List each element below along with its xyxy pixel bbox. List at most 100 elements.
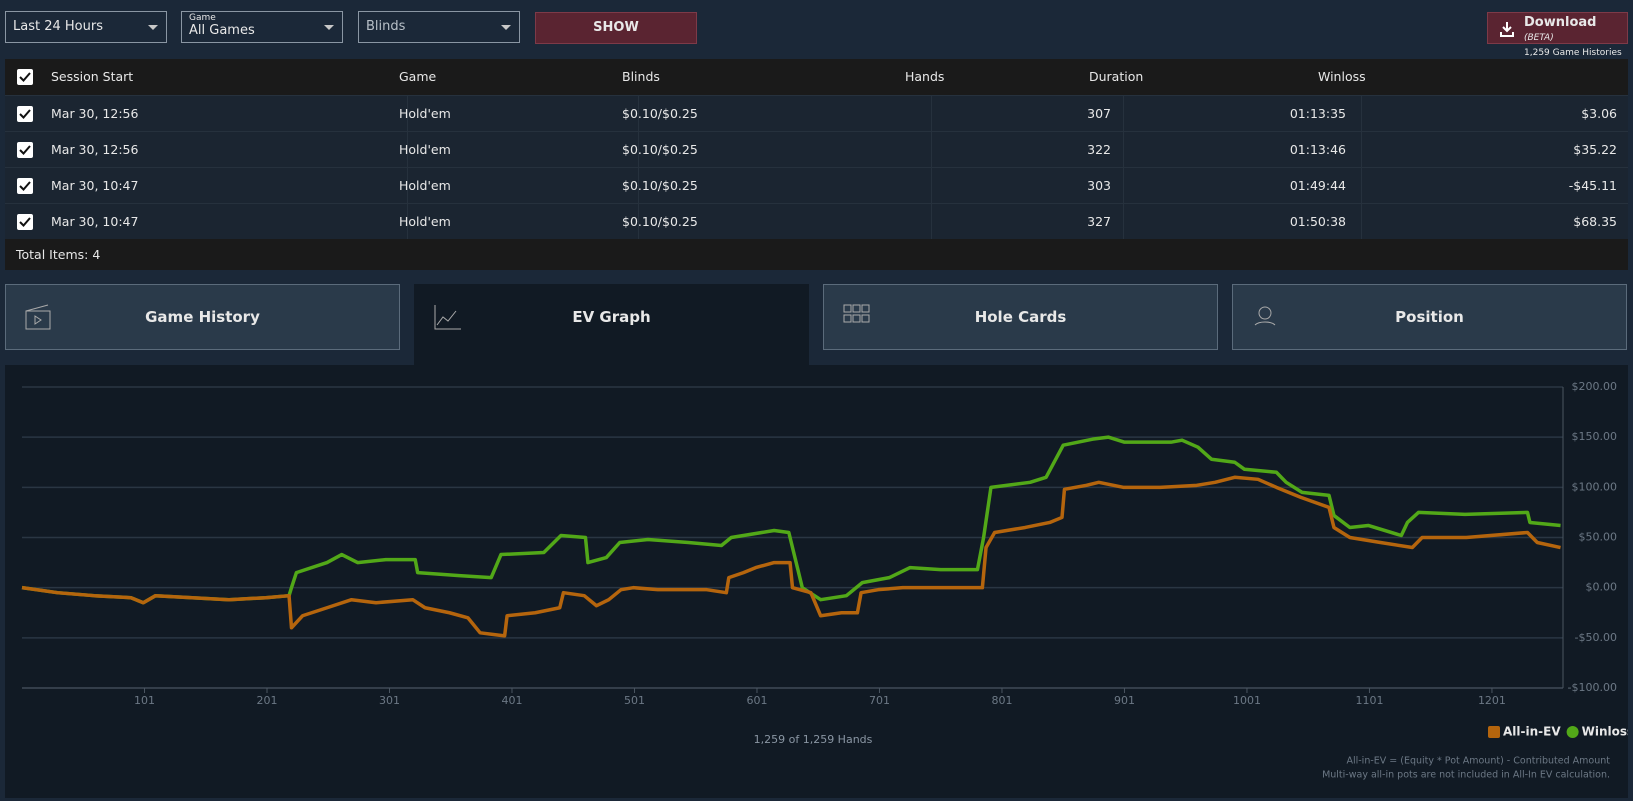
download-badge: (BETA) [1524, 33, 1554, 43]
cell: 01:49:44 [1289, 178, 1346, 193]
download-subtitle: 1,259 Game Histories [1524, 48, 1622, 58]
checkbox[interactable] [17, 178, 33, 194]
y-tick-label: $150.00 [1572, 430, 1618, 443]
table-row: Mar 30, 12:56 Hold'em $0.10/$0.25 307 01:13:… [5, 95, 1628, 132]
y-tick-label: $200.00 [1572, 380, 1618, 393]
legend-swatch [1566, 726, 1579, 738]
column-separator [407, 168, 408, 204]
x-tick-label: 701 [869, 694, 890, 707]
x-tick-label: 1001 [1233, 694, 1261, 707]
column-separator [1123, 96, 1124, 132]
y-tick-label: -$100.00 [1568, 681, 1617, 694]
legend-label: All-in-EV [1503, 725, 1561, 739]
cell: Hold'em [399, 178, 451, 193]
cell: $35.22 [1573, 142, 1617, 157]
cell: 303 [1087, 178, 1111, 193]
cell: 322 [1087, 142, 1111, 157]
tab-icon [25, 304, 51, 330]
column-header[interactable]: Duration [1089, 69, 1144, 84]
checkbox[interactable] [17, 142, 33, 158]
tab[interactable]: Position [1232, 284, 1627, 350]
column-header[interactable]: Session Start [51, 69, 134, 84]
table-row: Mar 30, 10:47 Hold'em $0.10/$0.25 303 01:49:… [5, 167, 1628, 204]
y-tick-label: $50.00 [1579, 531, 1618, 544]
y-tick-label: -$50.00 [1575, 631, 1617, 644]
column-separator [1361, 168, 1362, 204]
chart-note: Multi-way all-in pots are not included i… [1322, 770, 1610, 781]
tab-icon [1254, 306, 1276, 326]
game-label: Game [189, 13, 216, 23]
chart-note: All-in-EV = (Equity * Pot Amount) - Cont… [1346, 756, 1610, 767]
column-header[interactable]: Hands [905, 69, 945, 84]
column-separator [931, 204, 932, 240]
tab-icon [434, 305, 461, 330]
ev-chart: -$100.00 -$50.00 $0.00 $50.00 $100.00 $150.00… [21, 380, 1628, 781]
column-header[interactable]: Winloss [1318, 69, 1366, 84]
x-tick-label: 901 [1114, 694, 1135, 707]
cell: Hold'em [399, 106, 451, 121]
column-separator [407, 132, 408, 168]
column-header[interactable]: Game [399, 69, 437, 84]
legend-label: Winloss [1582, 725, 1628, 739]
column-separator [931, 168, 932, 204]
download-button[interactable]: Download (BETA) 1,259 Game Histories [1487, 12, 1628, 58]
cell: Hold'em [399, 214, 451, 229]
show-button[interactable]: SHOW [535, 12, 697, 44]
game-select[interactable]: Game All Games [181, 11, 343, 43]
cell: 307 [1087, 106, 1111, 121]
tab[interactable]: Game History [5, 284, 400, 350]
cell: Mar 30, 12:56 [51, 142, 139, 157]
period-select[interactable]: Last 24 Hours [5, 11, 167, 43]
cell: $0.10/$0.25 [622, 178, 698, 193]
download-icon [1500, 22, 1514, 37]
cell: 01:13:35 [1289, 106, 1346, 121]
series-line [21, 435, 1561, 605]
cell: $68.35 [1573, 214, 1617, 229]
x-tick-label: 501 [624, 694, 645, 707]
column-separator [1123, 168, 1124, 204]
x-tick-label: 301 [379, 694, 400, 707]
y-tick-label: $0.00 [1586, 581, 1618, 594]
blinds-select[interactable]: Blinds [358, 11, 520, 43]
legend-swatch [1488, 726, 1500, 738]
tab-icon [843, 304, 870, 323]
cell: $0.10/$0.25 [622, 106, 698, 121]
table-header: Session Start Game Blinds Hands Duration Winl… [5, 59, 1628, 95]
cell: $0.10/$0.25 [622, 214, 698, 229]
cell: Mar 30, 10:47 [51, 214, 139, 229]
cell: 01:13:46 [1289, 142, 1346, 157]
game-value: All Games [189, 23, 255, 38]
x-tick-label: 101 [134, 694, 155, 707]
cell: 01:50:38 [1289, 214, 1346, 229]
x-tick-label: 1101 [1355, 694, 1383, 707]
x-tick-label: 401 [501, 694, 522, 707]
column-separator [1361, 204, 1362, 240]
tab[interactable]: Hole Cards [823, 284, 1218, 350]
x-axis-label: 1,259 of 1,259 Hands [754, 733, 873, 746]
column-separator [1123, 132, 1124, 168]
x-tick-label: 801 [991, 694, 1012, 707]
column-separator [1361, 132, 1362, 168]
y-tick-label: $100.00 [1572, 480, 1618, 493]
column-separator [638, 96, 639, 132]
table-row: Mar 30, 10:47 Hold'em $0.10/$0.25 327 01:50:… [5, 203, 1628, 240]
cell: 327 [1087, 214, 1111, 229]
tab[interactable]: EV Graph [414, 284, 809, 365]
total-items: Total Items: 4 [16, 247, 101, 262]
checkbox[interactable] [17, 69, 33, 85]
column-separator [638, 168, 639, 204]
checkbox[interactable] [17, 214, 33, 230]
column-separator [407, 204, 408, 240]
period-value: Last 24 Hours [13, 19, 103, 34]
cell: $3.06 [1581, 106, 1617, 121]
checkbox[interactable] [17, 106, 33, 122]
cell: -$45.11 [1568, 178, 1617, 193]
column-separator [407, 96, 408, 132]
x-tick-label: 201 [256, 694, 277, 707]
column-header[interactable]: Blinds [622, 69, 660, 84]
column-separator [1361, 96, 1362, 132]
cell: $0.10/$0.25 [622, 142, 698, 157]
column-separator [1123, 204, 1124, 240]
cell: Mar 30, 10:47 [51, 178, 139, 193]
